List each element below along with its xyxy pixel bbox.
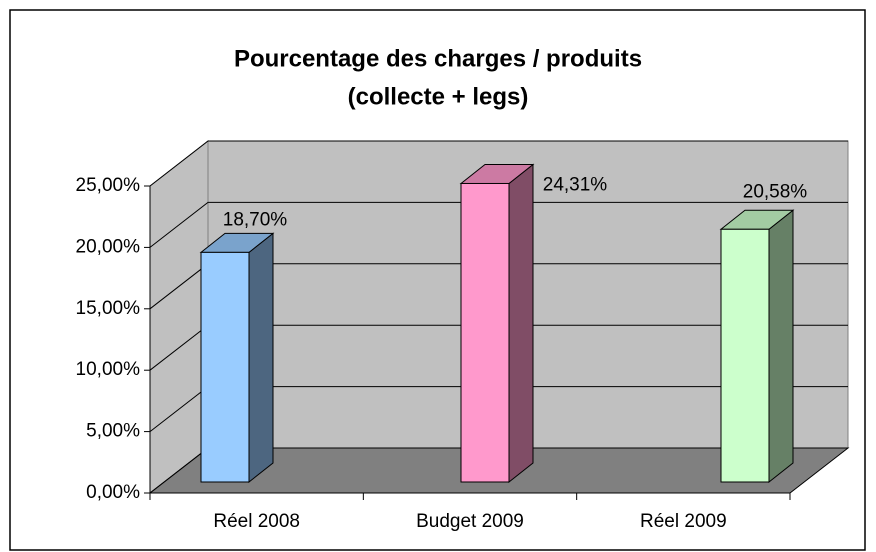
grid-line bbox=[149, 201, 848, 248]
chart-title: (collecte + legs) bbox=[348, 83, 529, 110]
x-tick-label: Réel 2008 bbox=[213, 511, 300, 532]
y-tick-label: 20,00% bbox=[76, 236, 141, 257]
value-label: 18,70% bbox=[223, 209, 288, 230]
grid-line bbox=[149, 140, 848, 187]
bar-side bbox=[768, 209, 794, 484]
bar bbox=[460, 182, 510, 483]
y-tick-label: 0,00% bbox=[86, 482, 140, 503]
value-label: 20,58% bbox=[743, 181, 808, 202]
x-tick-label: Budget 2009 bbox=[416, 511, 524, 532]
bar-side bbox=[508, 163, 534, 484]
value-label: 24,31% bbox=[543, 174, 608, 195]
y-tick-label: 25,00% bbox=[76, 175, 141, 196]
chart-title: Pourcentage des charges / produits bbox=[234, 45, 642, 72]
side-wall bbox=[149, 139, 209, 495]
y-tick-label: 15,00% bbox=[76, 298, 141, 319]
x-tick-label: Réel 2009 bbox=[640, 511, 727, 532]
y-tick-label: 10,00% bbox=[76, 359, 141, 380]
bar-side bbox=[248, 232, 274, 484]
bar bbox=[720, 228, 770, 483]
bar bbox=[200, 251, 250, 483]
y-tick-label: 5,00% bbox=[86, 421, 140, 442]
